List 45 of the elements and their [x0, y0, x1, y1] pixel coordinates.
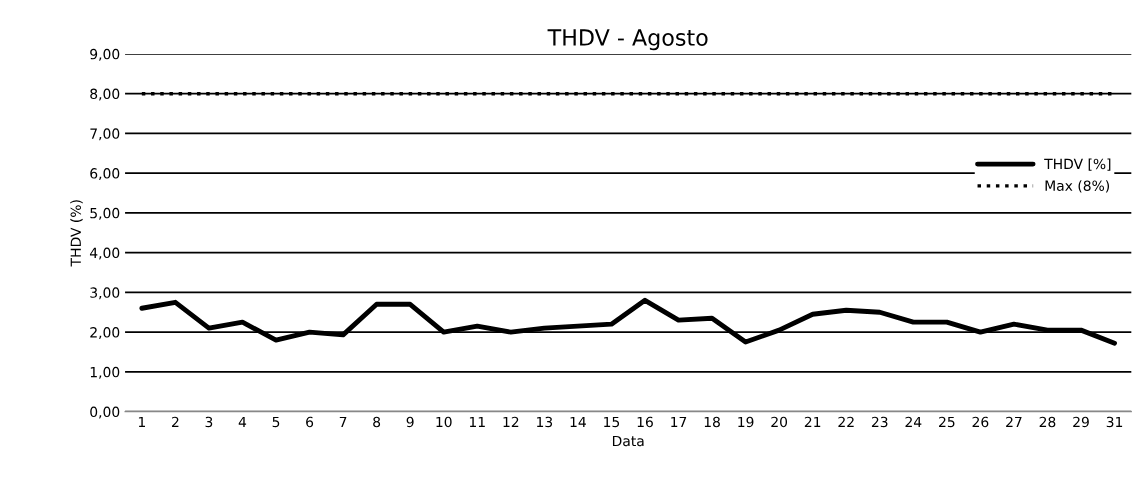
y-tick-label: 3,00 [90, 287, 120, 300]
x-tick-label: 6 [306, 416, 314, 428]
x-tick-label: 12 [503, 416, 519, 428]
y-tick-label: 2,00 [90, 327, 120, 339]
x-tick-label: 25 [939, 416, 955, 428]
x-tick-label: 15 [604, 416, 620, 428]
x-tick-label: 24 [905, 416, 922, 428]
x-tick-label: 29 [1073, 416, 1089, 428]
legend-label: Max (8%) [1045, 180, 1110, 193]
x-tick-label: 11 [469, 416, 485, 428]
x-tick-label: 18 [704, 416, 720, 428]
y-tick-label: 0,00 [90, 406, 120, 419]
x-tick-label: 13 [537, 416, 553, 428]
x-tick-label: 10 [436, 416, 452, 428]
x-tick-label: 20 [771, 416, 788, 428]
x-tick-label: 2 [171, 416, 179, 428]
y-tick-label: 9,00 [90, 48, 120, 61]
y-axis-title: THDV (%) [70, 200, 83, 267]
x-tick-label: 23 [871, 416, 888, 428]
x-tick-label: 28 [1039, 416, 1056, 428]
x-tick-label: 26 [972, 416, 989, 428]
x-tick-label: 17 [671, 416, 687, 428]
x-tick-label: 16 [637, 416, 653, 428]
x-tick-label: 21 [804, 416, 821, 428]
x-tick-label: 19 [738, 416, 754, 428]
x-tick-label: 27 [1006, 416, 1022, 428]
x-tick-label: 3 [205, 416, 213, 428]
x-tick-label: 8 [373, 416, 381, 428]
y-tick-label: 7,00 [90, 128, 120, 141]
x-tick-label: 9 [406, 416, 414, 428]
legend-label: THDV [%] [1044, 158, 1111, 171]
y-tick-label: 6,00 [90, 168, 120, 181]
x-tick-label: 31 [1106, 416, 1123, 428]
y-tick-label: 1,00 [90, 366, 120, 379]
x-tick-label: 1 [138, 416, 145, 428]
y-tick-label: 4,00 [89, 247, 120, 260]
x-tick-label: 5 [272, 416, 280, 428]
x-axis-title: Data [612, 435, 644, 447]
x-tick-label: 22 [838, 416, 854, 428]
y-tick-label: 5,00 [90, 207, 120, 220]
x-tick-label: 4 [238, 416, 247, 428]
chart-title: THDV - Agosto [547, 29, 708, 51]
y-tick-label: 8,00 [90, 88, 120, 101]
x-tick-label: 7 [339, 416, 347, 428]
x-tick-label: 14 [570, 416, 586, 428]
